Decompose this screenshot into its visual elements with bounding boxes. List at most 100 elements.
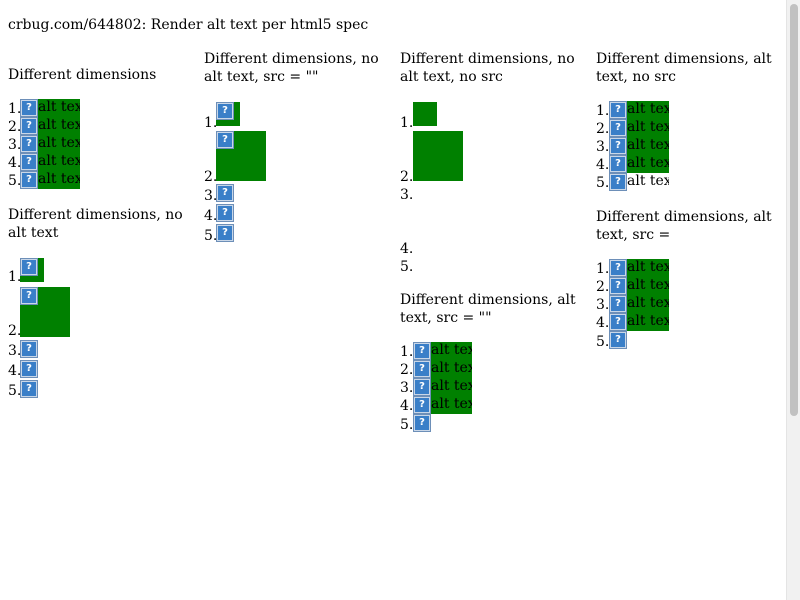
section-different-dimensions: Different dimensions 1. ?alt text 2. ?al… bbox=[8, 58, 196, 189]
list-item: 4. bbox=[596, 156, 609, 174]
broken-image-icon: ? bbox=[20, 117, 38, 135]
list-item: 4. bbox=[8, 154, 21, 172]
broken-image-icon: ? bbox=[609, 155, 627, 173]
list-number: 2. bbox=[8, 323, 22, 339]
image-alt-box: ?alt text bbox=[609, 277, 669, 295]
image-box: ? bbox=[20, 258, 44, 282]
broken-image-icon: ? bbox=[609, 295, 627, 313]
list-number: 1. bbox=[204, 115, 218, 131]
broken-image-icon: ? bbox=[413, 378, 431, 396]
list-item: 3. bbox=[8, 136, 21, 154]
section-title: Different dimensions, no alt text, no sr… bbox=[400, 51, 575, 85]
image-alt-box: ?alt text bbox=[609, 101, 669, 119]
image-box: ? bbox=[216, 131, 266, 181]
alt-text: alt text bbox=[431, 378, 472, 394]
list-item: 3. bbox=[596, 138, 609, 156]
list-number: 3. bbox=[400, 187, 414, 203]
alt-text: alt text bbox=[38, 117, 80, 133]
broken-image-icon: ? bbox=[609, 119, 627, 137]
list-number: 4. bbox=[204, 208, 218, 224]
alt-text: alt text bbox=[431, 342, 472, 358]
list-number: 5. bbox=[8, 383, 22, 399]
alt-text: alt text bbox=[38, 171, 80, 187]
list-number: 3. bbox=[8, 343, 22, 359]
broken-image-icon: ? bbox=[216, 204, 234, 222]
list-item: 1. bbox=[400, 343, 413, 361]
image-box: ? bbox=[216, 184, 234, 202]
list-item: 4. bbox=[8, 362, 21, 380]
broken-image-icon: ? bbox=[20, 171, 38, 189]
list-item: 2. bbox=[8, 118, 21, 136]
list-number: 5. bbox=[596, 334, 610, 350]
section-title: Different dimensions bbox=[8, 67, 157, 83]
vertical-scrollbar[interactable] bbox=[786, 0, 800, 600]
alt-text: alt text bbox=[627, 155, 669, 171]
image-box: ? bbox=[20, 340, 38, 358]
broken-image-icon: ? bbox=[216, 102, 234, 120]
list-number: 3. bbox=[596, 297, 610, 313]
list-number: 4. bbox=[400, 241, 414, 257]
list-number: 3. bbox=[400, 380, 414, 396]
list-number: 5. bbox=[400, 417, 414, 433]
list-item: 1. bbox=[8, 268, 21, 286]
broken-image-icon: ? bbox=[609, 101, 627, 119]
image-alt-box: ?alt text bbox=[609, 295, 669, 313]
list-number: 5. bbox=[204, 228, 218, 244]
image-alt-box: ?alt text bbox=[20, 135, 80, 153]
image-alt-box: ?alt text bbox=[20, 153, 80, 171]
list-number: 2. bbox=[204, 169, 218, 185]
image-box: ? bbox=[20, 287, 70, 337]
image-alt-box: ?alt text bbox=[413, 360, 472, 378]
alt-text: alt text bbox=[627, 173, 669, 189]
broken-image-icon: ? bbox=[609, 173, 627, 191]
list-item: 2. bbox=[596, 120, 609, 138]
broken-image-icon: ? bbox=[609, 331, 627, 349]
image-box bbox=[413, 102, 437, 126]
list-number: 5. bbox=[400, 259, 414, 275]
broken-image-icon: ? bbox=[413, 414, 431, 432]
list-item: 4. bbox=[400, 397, 413, 415]
list-number: 3. bbox=[596, 139, 610, 155]
list-number: 2. bbox=[400, 362, 414, 378]
list-number: 2. bbox=[596, 121, 610, 137]
list-number: 1. bbox=[596, 261, 610, 277]
list-item: 1. bbox=[8, 100, 21, 118]
list-item: 3. bbox=[204, 187, 217, 205]
list-number: 1. bbox=[596, 103, 610, 119]
image-alt-box: ?alt text bbox=[413, 342, 472, 360]
alt-text: alt text bbox=[431, 360, 472, 376]
alt-text: alt text bbox=[38, 99, 80, 115]
broken-image-icon: ? bbox=[20, 258, 38, 276]
image-box: ? bbox=[20, 380, 38, 398]
image-box: ? bbox=[609, 331, 627, 349]
list-number: 2. bbox=[8, 119, 22, 135]
section-title: Different dimensions, no alt text, src =… bbox=[204, 51, 379, 85]
list-item: 4. bbox=[596, 314, 609, 332]
list-item: 1. bbox=[400, 114, 413, 132]
list-item: 1. bbox=[204, 114, 217, 132]
list-number: 3. bbox=[8, 137, 22, 153]
list-number: 4. bbox=[400, 398, 414, 414]
image-alt-box: ?alt text bbox=[20, 99, 80, 117]
list-item: 1. bbox=[596, 260, 609, 278]
list-number: 3. bbox=[204, 188, 218, 204]
list-item: 2. bbox=[8, 322, 21, 340]
list-item: 3. bbox=[596, 296, 609, 314]
alt-text: alt text bbox=[627, 259, 669, 275]
list-item: 4. bbox=[400, 240, 413, 258]
broken-image-icon: ? bbox=[216, 131, 234, 149]
section-no-alt-text-no-src: Different dimensions, no alt text, no sr… bbox=[400, 50, 588, 275]
list-item: 2. bbox=[596, 278, 609, 296]
broken-image-icon: ? bbox=[20, 135, 38, 153]
image-box bbox=[413, 131, 463, 181]
broken-image-icon: ? bbox=[413, 360, 431, 378]
list-item: 2. bbox=[400, 168, 413, 186]
broken-image-icon: ? bbox=[413, 396, 431, 414]
list-item: 5. bbox=[8, 172, 21, 190]
broken-image-icon: ? bbox=[609, 313, 627, 331]
section-title: Different dimensions, alt text, src = "" bbox=[400, 292, 576, 326]
scrollbar-thumb[interactable] bbox=[790, 4, 798, 416]
list-number: 2. bbox=[596, 279, 610, 295]
list-number: 1. bbox=[8, 101, 22, 117]
